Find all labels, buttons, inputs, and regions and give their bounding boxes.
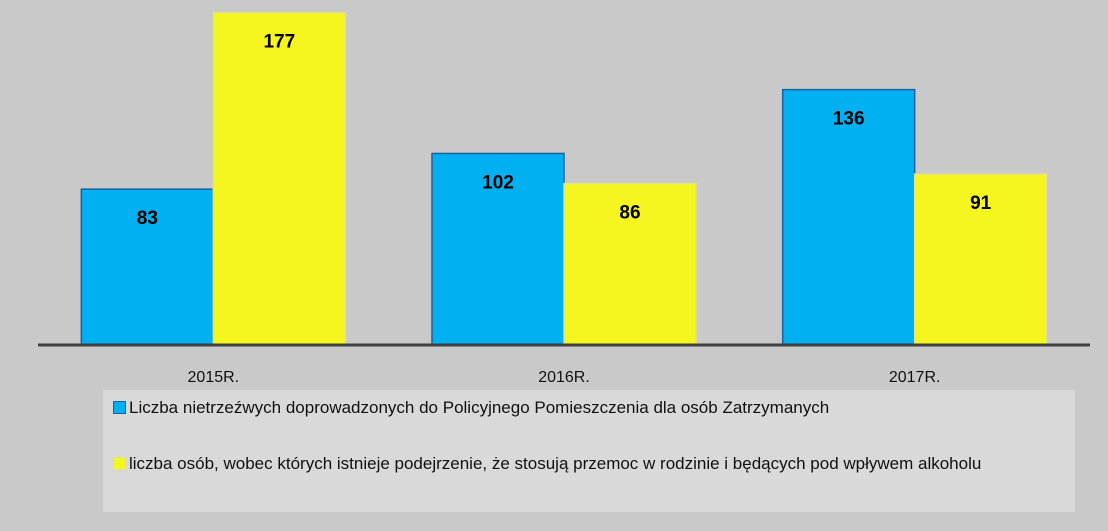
value-label: 86 (619, 203, 640, 224)
bar (431, 152, 565, 346)
x-tick-label: 2017R. (889, 369, 941, 386)
value-label: 102 (482, 172, 514, 193)
legend-swatch (113, 401, 126, 414)
bar (781, 88, 916, 346)
x-tick-label: 2016R. (538, 369, 590, 386)
legend-label: Liczba nietrzeźwych doprowadzonych do Po… (129, 398, 830, 417)
value-label: 177 (263, 32, 295, 53)
legend-entry: Liczba nietrzeźwych doprowadzonych do Po… (113, 396, 1065, 420)
value-label: 91 (970, 193, 992, 214)
x-tick-label: 2015R. (188, 369, 240, 386)
legend: Liczba nietrzeźwych doprowadzonych do Po… (103, 390, 1075, 512)
bar (212, 11, 347, 346)
legend-entry: liczba osób, wobec których istnieje pode… (113, 452, 1065, 476)
value-label: 136 (833, 109, 865, 130)
bar (913, 173, 1048, 346)
legend-label: liczba osób, wobec których istnieje pode… (129, 454, 982, 473)
legend-swatch (113, 457, 126, 470)
bar (80, 188, 215, 346)
bar (563, 182, 697, 346)
value-label: 83 (137, 208, 158, 229)
